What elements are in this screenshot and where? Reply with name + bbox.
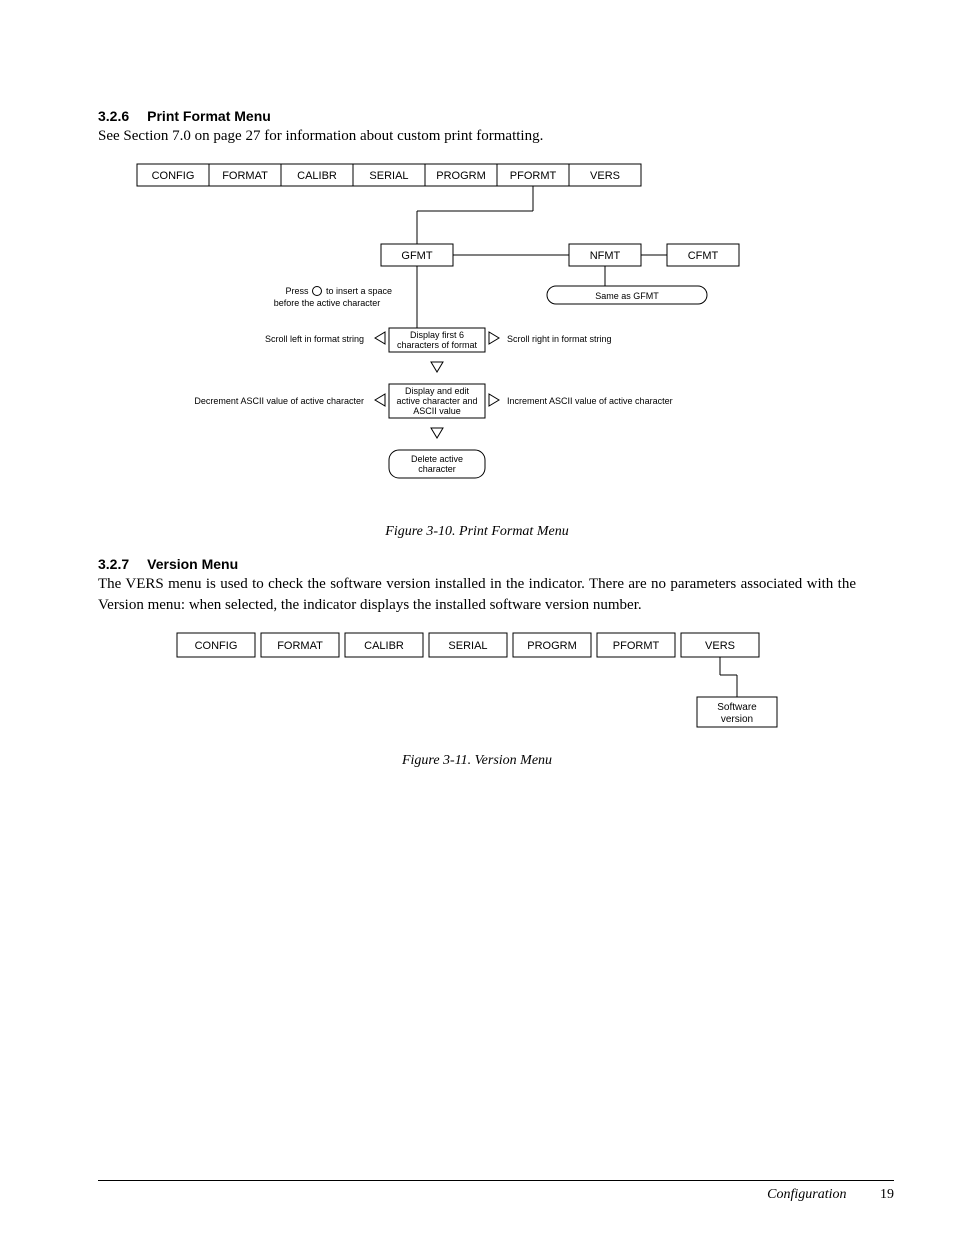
triangle-right-icon <box>489 332 499 344</box>
box2-calibr: CALIBR <box>364 640 404 652</box>
box2-software: Software <box>717 702 757 713</box>
figure-310-caption: Figure 3-10. Print Format Menu <box>98 524 856 540</box>
box2-vers: VERS <box>705 640 735 652</box>
triangle-left-icon <box>375 394 385 406</box>
figure-311-caption: Figure 3-11. Version Menu <box>98 753 856 769</box>
svg-text:Same as GFMT: Same as GFMT <box>595 291 659 301</box>
fmt-row: GFMT NFMT CFMT <box>381 244 739 266</box>
box2-serial: SERIAL <box>448 640 487 652</box>
figure-310-diagram: CONFIG FORMAT CALIBR SERIAL PROGRM PFORM… <box>127 156 827 516</box>
ascii-row: Decrement ASCII value of active characte… <box>194 384 672 418</box>
triangle-down-icon <box>431 362 443 372</box>
svg-text:characters of format: characters of format <box>397 340 478 350</box>
svg-text:Scroll right in format string: Scroll right in format string <box>507 334 612 344</box>
body-326: See Section 7.0 on page 27 for informati… <box>98 126 856 146</box>
triangle-down-icon <box>431 428 443 438</box>
svg-text:active character and: active character and <box>396 396 477 406</box>
box2-format: FORMAT <box>277 640 323 652</box>
page-footer: Configuration 19 <box>98 1180 894 1203</box>
box2-pformt: PFORMT <box>613 640 660 652</box>
top-menu-row-2: CONFIG FORMAT CALIBR SERIAL PROGRM PFORM… <box>177 633 759 657</box>
heading-326-number: 3.2.6 <box>98 108 129 124</box>
svg-text:Decrement ASCII value of activ: Decrement ASCII value of active characte… <box>194 396 364 406</box>
page: 3.2.6 Print Format Menu See Section 7.0 o… <box>0 0 954 1235</box>
svg-text:Delete active: Delete active <box>411 454 463 464</box>
heading-327-title: Version Menu <box>147 556 238 572</box>
svg-text:Display and edit: Display and edit <box>405 386 470 396</box>
figure-311-diagram: CONFIG FORMAT CALIBR SERIAL PROGRM PFORM… <box>167 625 787 745</box>
svg-text:Increment ASCII value of activ: Increment ASCII value of active characte… <box>507 396 673 406</box>
press-note: Press to insert a space before the activ… <box>274 286 392 308</box>
heading-327: 3.2.7 Version Menu <box>98 556 856 572</box>
box-config: CONFIG <box>152 170 195 182</box>
same-as-gfmt-note: Same as GFMT <box>547 286 707 304</box>
delete-char-note: Delete active character <box>389 450 485 478</box>
box-progrm: PROGRM <box>436 170 486 182</box>
box-vers: VERS <box>590 170 620 182</box>
heading-326: 3.2.6 Print Format Menu <box>98 108 856 124</box>
triangle-left-icon <box>375 332 385 344</box>
svg-text:to insert a space: to insert a space <box>326 286 392 296</box>
box-format: FORMAT <box>222 170 268 182</box>
svg-text:ASCII value: ASCII value <box>413 406 461 416</box>
heading-327-number: 3.2.7 <box>98 556 129 572</box>
box-pformt: PFORMT <box>510 170 557 182</box>
heading-326-title: Print Format Menu <box>147 108 271 124</box>
box2-config: CONFIG <box>195 640 238 652</box>
footer-label: Configuration <box>767 1187 846 1202</box>
svg-text:Press: Press <box>285 286 309 296</box>
svg-text:Display first 6: Display first 6 <box>410 330 464 340</box>
box-cfmt: CFMT <box>688 250 719 262</box>
box-calibr: CALIBR <box>297 170 337 182</box>
box2-version: version <box>721 714 753 725</box>
svg-text:Scroll left in format string: Scroll left in format string <box>265 334 364 344</box>
box-gfmt: GFMT <box>401 250 432 262</box>
box-nfmt: NFMT <box>590 250 621 262</box>
box2-progrm: PROGRM <box>527 640 577 652</box>
svg-text:character: character <box>418 464 456 474</box>
scroll-row: Scroll left in format string Display fir… <box>265 328 612 352</box>
footer-page-number: 19 <box>880 1187 894 1202</box>
triangle-right-icon <box>489 394 499 406</box>
top-menu-row: CONFIG FORMAT CALIBR SERIAL PROGRM PFORM… <box>137 164 641 186</box>
svg-text:before the active character: before the active character <box>274 298 381 308</box>
body-327: The VERS menu is used to check the softw… <box>98 574 856 615</box>
box-serial: SERIAL <box>369 170 408 182</box>
